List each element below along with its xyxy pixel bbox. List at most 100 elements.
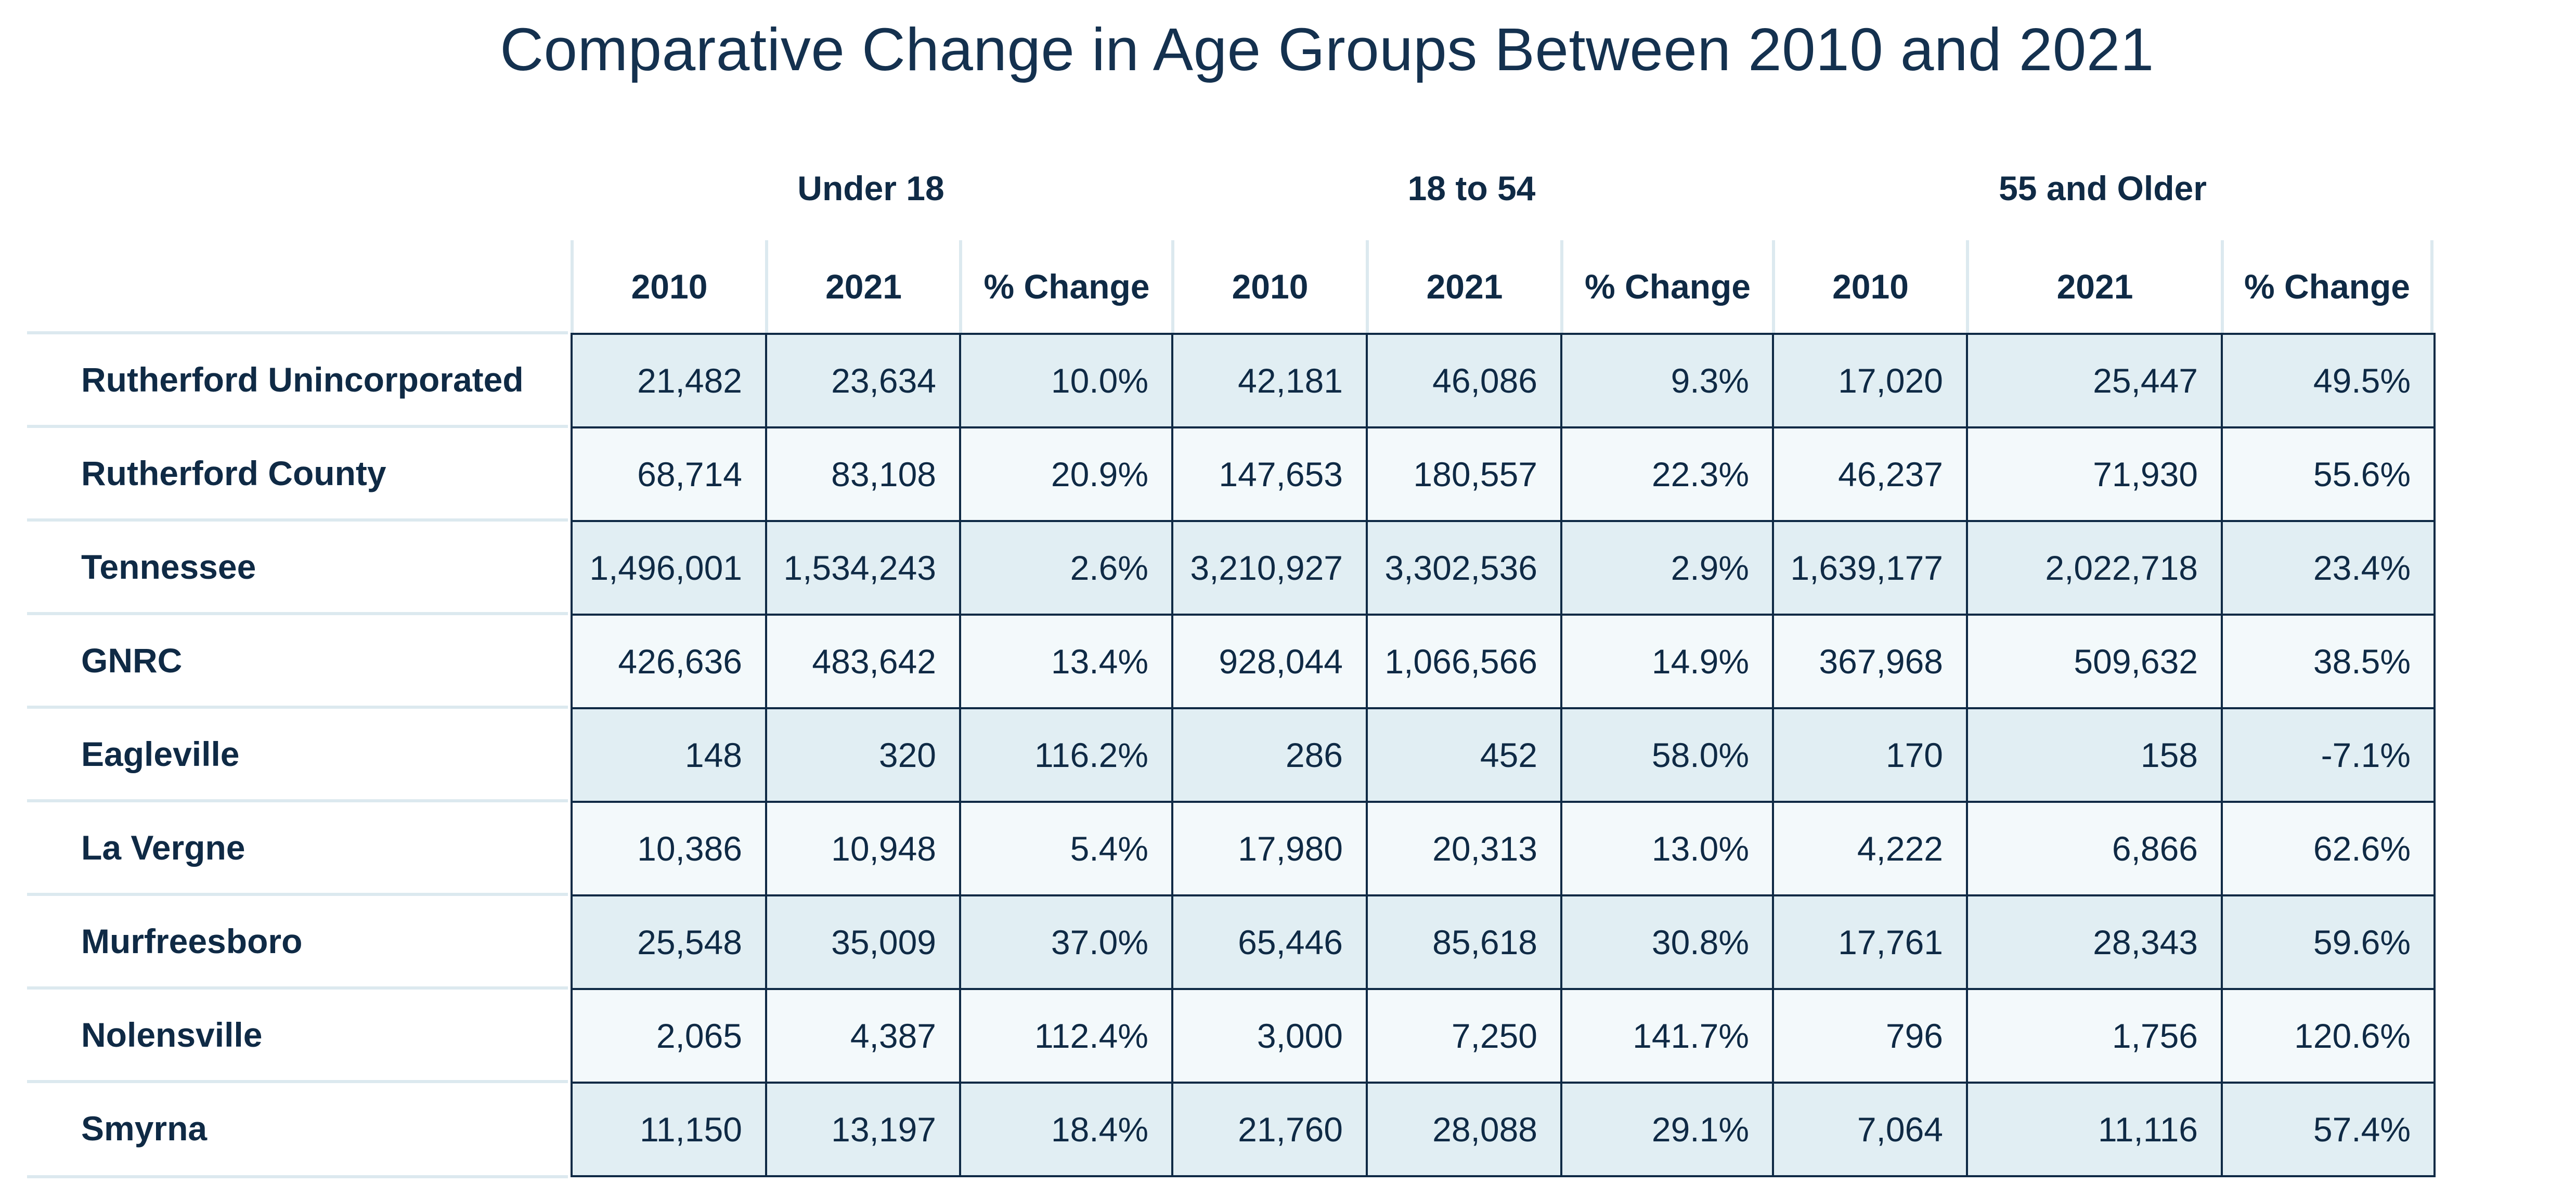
row-label: Eagleville	[81, 735, 240, 773]
table-cell: 3,210,927	[1171, 520, 1368, 616]
table-cell: 59.6%	[2221, 894, 2436, 990]
row-divider	[27, 893, 568, 896]
table-cell: 9.3%	[1560, 333, 1774, 428]
row-divider	[27, 425, 568, 428]
table-cell: 42,181	[1171, 333, 1368, 428]
table-cell: 10.0%	[959, 333, 1173, 428]
table-cell: 3,302,536	[1366, 520, 1562, 616]
table-cell: 37.0%	[959, 894, 1173, 990]
table-cell: 68,714	[571, 426, 767, 522]
column-header-55-older-2010: 2010	[1772, 240, 1966, 333]
table-cell: 13.4%	[959, 614, 1173, 709]
table-cell: 46,237	[1772, 426, 1968, 522]
table-cell: 58.0%	[1560, 707, 1774, 803]
table-cell: 14.9%	[1560, 614, 1774, 709]
table-cell: 21,760	[1171, 1082, 1368, 1177]
table-cell: 148	[571, 707, 767, 803]
table-cell: 180,557	[1366, 426, 1562, 522]
table-cell: 83,108	[765, 426, 961, 522]
table-cell: 28,088	[1366, 1082, 1562, 1177]
table-cell: 452	[1366, 707, 1562, 803]
group-header-under-18: Under 18	[797, 169, 944, 207]
table-cell: 170	[1772, 707, 1968, 803]
column-header-under-18-change: % Change	[959, 240, 1171, 333]
row-divider	[27, 1080, 568, 1083]
table-cell: 3,000	[1171, 988, 1368, 1084]
table-cell: 22.3%	[1560, 426, 1774, 522]
table-cell: 1,639,177	[1772, 520, 1968, 616]
row-label: Tennessee	[81, 548, 256, 586]
table-cell: 120.6%	[2221, 988, 2436, 1084]
table-cell: 13,197	[765, 1082, 961, 1177]
table-cell: 35,009	[765, 894, 961, 990]
table-cell: 2,022,718	[1966, 520, 2223, 616]
table-cell: 7,064	[1772, 1082, 1968, 1177]
table-cell: 11,116	[1966, 1082, 2223, 1177]
table-cell: 426,636	[571, 614, 767, 709]
table-cell: 1,534,243	[765, 520, 961, 616]
table-cell: 18.4%	[959, 1082, 1173, 1177]
column-header-under-18-2010: 2010	[571, 240, 765, 333]
table-cell: 5.4%	[959, 801, 1173, 896]
table-cell: 2,065	[571, 988, 767, 1084]
row-label: La Vergne	[81, 828, 245, 867]
table-cell: 2.6%	[959, 520, 1173, 616]
table-cell: 23,634	[765, 333, 961, 428]
table-cell: 21,482	[571, 333, 767, 428]
row-label: GNRC	[81, 641, 183, 680]
column-header-18-54-change: % Change	[1560, 240, 1772, 333]
table-cell: 147,653	[1171, 426, 1368, 522]
table-cell: 13.0%	[1560, 801, 1774, 896]
table-cell: 483,642	[765, 614, 961, 709]
table-cell: 17,980	[1171, 801, 1368, 896]
table-cell: 116.2%	[959, 707, 1173, 803]
table-cell: 30.8%	[1560, 894, 1774, 990]
column-header-18-54-2010: 2010	[1171, 240, 1366, 333]
table-cell: 509,632	[1966, 614, 2223, 709]
table-cell: 25,447	[1966, 333, 2223, 428]
column-header-18-54-2021: 2021	[1366, 240, 1560, 333]
table-cell: 1,756	[1966, 988, 2223, 1084]
table-cell: 7,250	[1366, 988, 1562, 1084]
table-cell: 796	[1772, 988, 1968, 1084]
table-cell: 286	[1171, 707, 1368, 803]
row-label: Rutherford County	[81, 454, 386, 492]
table-cell: 4,387	[765, 988, 961, 1084]
table-cell: 928,044	[1171, 614, 1368, 709]
table-cell: 10,948	[765, 801, 961, 896]
table-cell: 71,930	[1966, 426, 2223, 522]
table-cell: 141.7%	[1560, 988, 1774, 1084]
row-label: Nolensville	[81, 1016, 263, 1054]
table-cell: 1,066,566	[1366, 614, 1562, 709]
table-cell: 20.9%	[959, 426, 1173, 522]
table-cell: -7.1%	[2221, 707, 2436, 803]
table-cell: 62.6%	[2221, 801, 2436, 896]
table-cell: 17,761	[1772, 894, 1968, 990]
table-cell: 28,343	[1966, 894, 2223, 990]
row-label: Murfreesboro	[81, 922, 303, 960]
group-header-18-to-54: 18 to 54	[1407, 169, 1536, 207]
group-header-55-and-older: 55 and Older	[1999, 169, 2207, 207]
table-cell: 320	[765, 707, 961, 803]
row-label: Rutherford Unincorporated	[81, 360, 524, 399]
table-cell: 11,150	[571, 1082, 767, 1177]
row-divider	[27, 1175, 568, 1178]
table-cell: 49.5%	[2221, 333, 2436, 428]
row-divider	[27, 612, 568, 615]
column-header-55-older-2021: 2021	[1966, 240, 2221, 333]
row-divider	[27, 799, 568, 802]
table-cell: 4,222	[1772, 801, 1968, 896]
table-cell: 65,446	[1171, 894, 1368, 990]
table-cell: 17,020	[1772, 333, 1968, 428]
row-divider	[27, 331, 568, 334]
table-cell: 57.4%	[2221, 1082, 2436, 1177]
table-cell: 6,866	[1966, 801, 2223, 896]
column-header-under-18-2021: 2021	[765, 240, 959, 333]
table-cell: 25,548	[571, 894, 767, 990]
row-divider	[27, 706, 568, 709]
table-cell: 367,968	[1772, 614, 1968, 709]
table-cell: 55.6%	[2221, 426, 2436, 522]
table-cell: 38.5%	[2221, 614, 2436, 709]
table-cell: 10,386	[571, 801, 767, 896]
chart-title: Comparative Change in Age Groups Between…	[500, 16, 2154, 83]
